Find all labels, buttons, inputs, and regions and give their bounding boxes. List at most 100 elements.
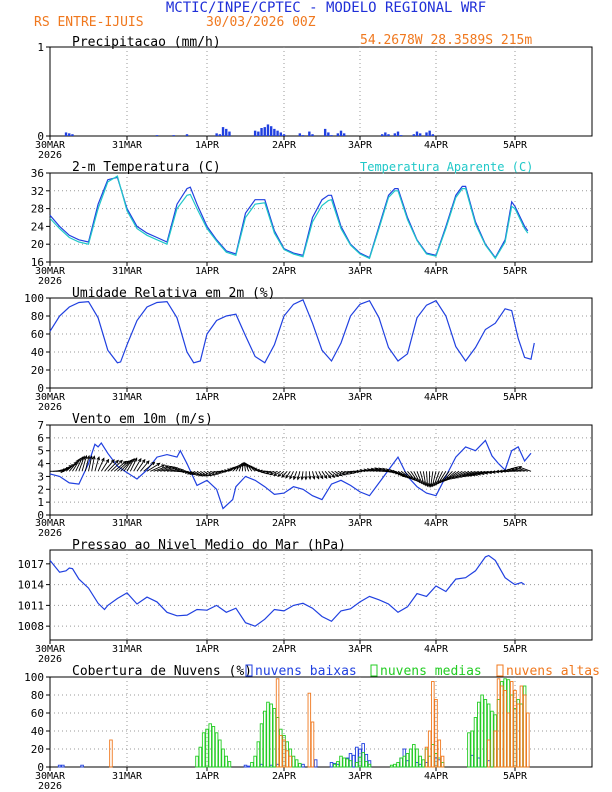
clouds-bar-nuvens-altas: [307, 692, 312, 768]
temp-series-temperatura-aparente: [49, 175, 529, 260]
wind-arrow-head: [164, 465, 170, 469]
clouds-bar-nuvens-altas: [526, 712, 530, 768]
wind-arrow: [150, 464, 165, 472]
wind-ytick-label: 7: [37, 419, 44, 432]
precip-bar: [64, 132, 68, 136]
wind-arrow-head: [421, 481, 425, 486]
wind-arrow: [407, 470, 416, 481]
panel-pressure: 1008 1011 1014 1017 30MAR 31MAR 1APR 2APR 3APR 4A…: [18, 538, 593, 665]
clouds-bar-nuvens-baixas: [301, 763, 305, 768]
wind-arrow: [451, 470, 466, 479]
wind-arrow: [347, 470, 357, 473]
clouds-legend-swatch: [496, 664, 504, 677]
wind-arrow: [139, 460, 150, 472]
precip-bar: [330, 135, 333, 136]
clouds-bar-nuvens-medias: [214, 732, 219, 768]
clouds-bar-nuvens-altas: [427, 730, 432, 768]
rh-xtick-label: 3APR: [348, 392, 373, 403]
temp-xtick-label: 3APR: [348, 266, 373, 277]
temp-year-label: 2026: [38, 276, 62, 287]
clouds-ytick-label: 40: [31, 725, 44, 738]
wind-arrow: [203, 470, 212, 476]
clouds-bar-nuvens-altas: [516, 703, 520, 768]
clouds-bar-nuvens-medias: [256, 741, 261, 768]
clouds-bar-nuvens-medias: [355, 762, 359, 768]
clouds-bar-nuvens-medias: [272, 708, 277, 768]
wind-arrow: [505, 469, 519, 472]
wind-arrow-head: [510, 467, 515, 471]
wind-arrow: [435, 471, 443, 485]
clouds-xtick-label: 2APR: [272, 771, 297, 782]
wind-arrow-head: [96, 456, 100, 461]
wind-ytick-label: 0: [37, 509, 44, 522]
wind-arrow: [266, 470, 275, 475]
wind-arrow-head: [433, 482, 437, 487]
wind-arrow-head: [296, 476, 301, 481]
wind-arrow-head: [145, 460, 150, 465]
wind-arrow-head: [304, 476, 308, 481]
wind-arrow: [465, 470, 479, 477]
wind-arrow: [416, 471, 423, 484]
wind-arrow: [200, 470, 209, 477]
wind-arrow: [328, 470, 335, 478]
clouds-bar-nuvens-medias: [418, 755, 422, 768]
precip-xtick-label: 31MAR: [112, 140, 143, 151]
wind-arrow: [410, 471, 418, 482]
clouds-legend-label: nuvens altas: [506, 664, 600, 679]
clouds-bar-nuvens-altas: [519, 685, 524, 768]
pressure-ytick-label: 1011: [18, 599, 45, 612]
wind-arrow: [183, 470, 194, 475]
wind-arrow-head: [151, 461, 156, 466]
wind-arrow-head: [258, 469, 263, 474]
clouds-xtick-label: 3APR: [348, 771, 373, 782]
wind-arrow-head: [214, 471, 219, 475]
wind-arrow: [397, 470, 409, 478]
rh-frame: [49, 297, 593, 389]
precip-bar: [415, 131, 419, 136]
rh-xtick-label: 4APR: [424, 392, 449, 403]
wind-arrow-head: [137, 457, 142, 463]
clouds-bar-nuvens-medias: [332, 763, 337, 768]
precip-xtick-label: 30MAR: [35, 140, 66, 151]
wind-arrow: [110, 460, 123, 472]
precip-bar: [339, 130, 343, 136]
wind-arrow: [123, 459, 133, 472]
wind-xtick-label: 1APR: [195, 518, 220, 529]
wind-arrow: [126, 458, 135, 472]
clouds-bar-nuvens-altas: [424, 746, 429, 768]
wind-arrow-head: [118, 459, 123, 464]
clouds-bar-nuvens-medias: [345, 758, 350, 768]
clouds-bar-nuvens-altas: [288, 755, 293, 768]
temp-title: 2-m Temperatura (C): [72, 160, 221, 175]
wind-arrow: [285, 471, 291, 479]
clouds-xtick-label: 4APR: [424, 771, 449, 782]
wind-arrow: [107, 460, 119, 472]
wind-arrow-head: [311, 475, 316, 480]
precip-bar: [412, 134, 416, 136]
wind-arrow: [129, 457, 138, 472]
clouds-bar-nuvens-altas: [437, 739, 442, 768]
precip-bar: [172, 135, 175, 136]
pressure-xtick-label: 31MAR: [112, 644, 143, 655]
temp-ytick-label: 20: [31, 238, 44, 251]
wind-xtick-label: 3APR: [348, 518, 373, 529]
wind-arrow: [120, 460, 132, 472]
wind-arrow-head: [470, 472, 475, 477]
wind-arrow-head: [416, 479, 421, 484]
wind-arrow-head: [473, 472, 478, 476]
clouds-bar-nuvens-medias: [263, 710, 267, 768]
wind-arrow-head: [133, 457, 138, 462]
pressure-ytick-label: 1014: [18, 579, 45, 592]
clouds-bar-nuvens-altas: [503, 690, 507, 768]
precip-bar: [221, 127, 225, 136]
clouds-bar-nuvens-altas: [440, 755, 445, 768]
wind-arrow-head: [451, 475, 456, 479]
precip-xtick-label: 1APR: [195, 140, 220, 151]
clouds-bar-nuvens-medias: [412, 744, 416, 768]
clouds-legend-label: nuvens medias: [380, 664, 482, 679]
wind-arrow: [459, 470, 473, 478]
rh-ytick-label: 100: [24, 292, 44, 305]
wind-arrow-head: [161, 464, 166, 468]
wind-arrow: [448, 470, 463, 480]
wind-arrow: [369, 468, 382, 472]
